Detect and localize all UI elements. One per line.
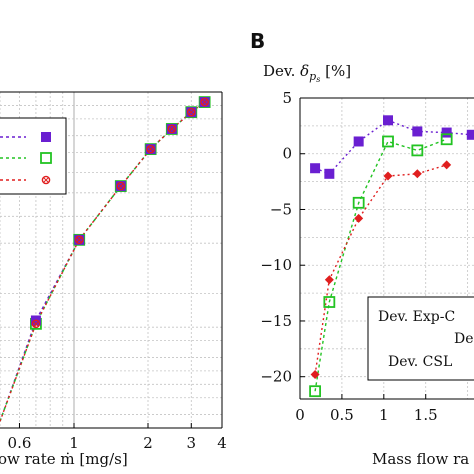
panel-a-x-tick-label: 2 <box>143 434 153 452</box>
panel-a-x-tick-label: 1 <box>69 434 79 452</box>
panel-b-data-point <box>324 168 335 179</box>
panel-b-x-tick-label: 0.5 <box>330 406 354 424</box>
panel-b-data-point <box>466 129 474 140</box>
panel-a-data-point <box>146 144 155 154</box>
panel-b-data-point <box>440 133 453 146</box>
panel-b-data-point <box>442 160 452 170</box>
panel-b-y-tick-label: −10 <box>260 256 292 274</box>
panel-b-data-point <box>352 196 365 209</box>
panel-b-x-tick-label: 1 <box>379 406 389 424</box>
panel-b-x-tick-labels: 0 0.5 1 1.5 <box>295 406 437 424</box>
panel-b-data-point <box>309 385 321 398</box>
panel-a-x-tick-label: 4 <box>217 434 227 452</box>
panel-a-legend <box>0 117 67 195</box>
panel-a-data-point <box>116 181 126 191</box>
panel-b-data-point <box>412 169 422 179</box>
panel-a-legend-box <box>0 117 67 195</box>
panel-b-x-tick-label: 1.5 <box>414 406 438 424</box>
panel-a-series <box>0 96 211 422</box>
panel-a-data-point <box>31 319 41 329</box>
panel-b-y-tick-label: −15 <box>260 312 292 330</box>
panel-b-x-tick-label: 0 <box>295 406 305 424</box>
panel-a-x-tick-label: 3 <box>187 434 197 452</box>
panel-a-legend-marker <box>41 175 51 185</box>
panel-b-letter: B <box>250 29 265 53</box>
panel-b-data-point <box>310 163 321 174</box>
panel-b-data-point <box>324 275 334 285</box>
panel-b-data-point <box>382 135 394 148</box>
panel-b-legend-entry: De <box>454 331 474 347</box>
panel-b-y-tick-label: 5 <box>282 89 292 107</box>
panel-b-data-point <box>441 127 452 138</box>
panel-a-x-axis-label: ow rate ṁ [mg/s] <box>0 450 128 468</box>
panel-a-series-line <box>0 101 206 422</box>
panel-a-x-tick-label: 0.6 <box>8 434 32 452</box>
panel-b-x-axis-label: Mass flow ra <box>372 450 469 468</box>
panel-b-y-tick-label: 0 <box>282 145 292 163</box>
panel-b-y-tick-labels: 5 0 −5 −10 −15 −20 <box>260 89 292 386</box>
panel-a-legend-marker <box>40 152 52 164</box>
panel-a-legend-marker <box>41 132 51 142</box>
panel-b: B Dev. δps [%] 0 0.5 1 1.5 5 0 −5 −10 −15 −20 Ma… <box>250 29 474 468</box>
panel-b-data-point <box>354 213 364 223</box>
panel-b-y-tick-label: −5 <box>270 200 292 218</box>
panel-a-data-point <box>186 107 196 117</box>
panel-b-data-point <box>411 144 424 157</box>
panel-b-legend-box <box>367 296 474 381</box>
panel-b-legend-entry: Dev. Exp-C <box>378 309 455 325</box>
panel-a-x-tick-labels: 0.6 1 2 3 4 <box>8 434 227 452</box>
panel-b-data-point <box>323 296 336 308</box>
panel-b-series <box>309 115 474 398</box>
panel-b-data-point <box>412 126 423 137</box>
panel-b-title: Dev. δps [%] <box>263 62 351 84</box>
panel-a-data-point <box>200 97 209 107</box>
panel-b-data-point <box>310 369 320 379</box>
panel-b-y-tick-label: −20 <box>260 368 292 386</box>
panel-a-data-point <box>74 235 84 245</box>
panel-a-data-point <box>167 124 177 134</box>
panel-b-data-point <box>383 171 393 181</box>
panel-b-data-point <box>383 115 393 126</box>
panel-b-data-point <box>353 136 364 147</box>
panel-b-legend-entry: Dev. CSL <box>388 354 452 370</box>
